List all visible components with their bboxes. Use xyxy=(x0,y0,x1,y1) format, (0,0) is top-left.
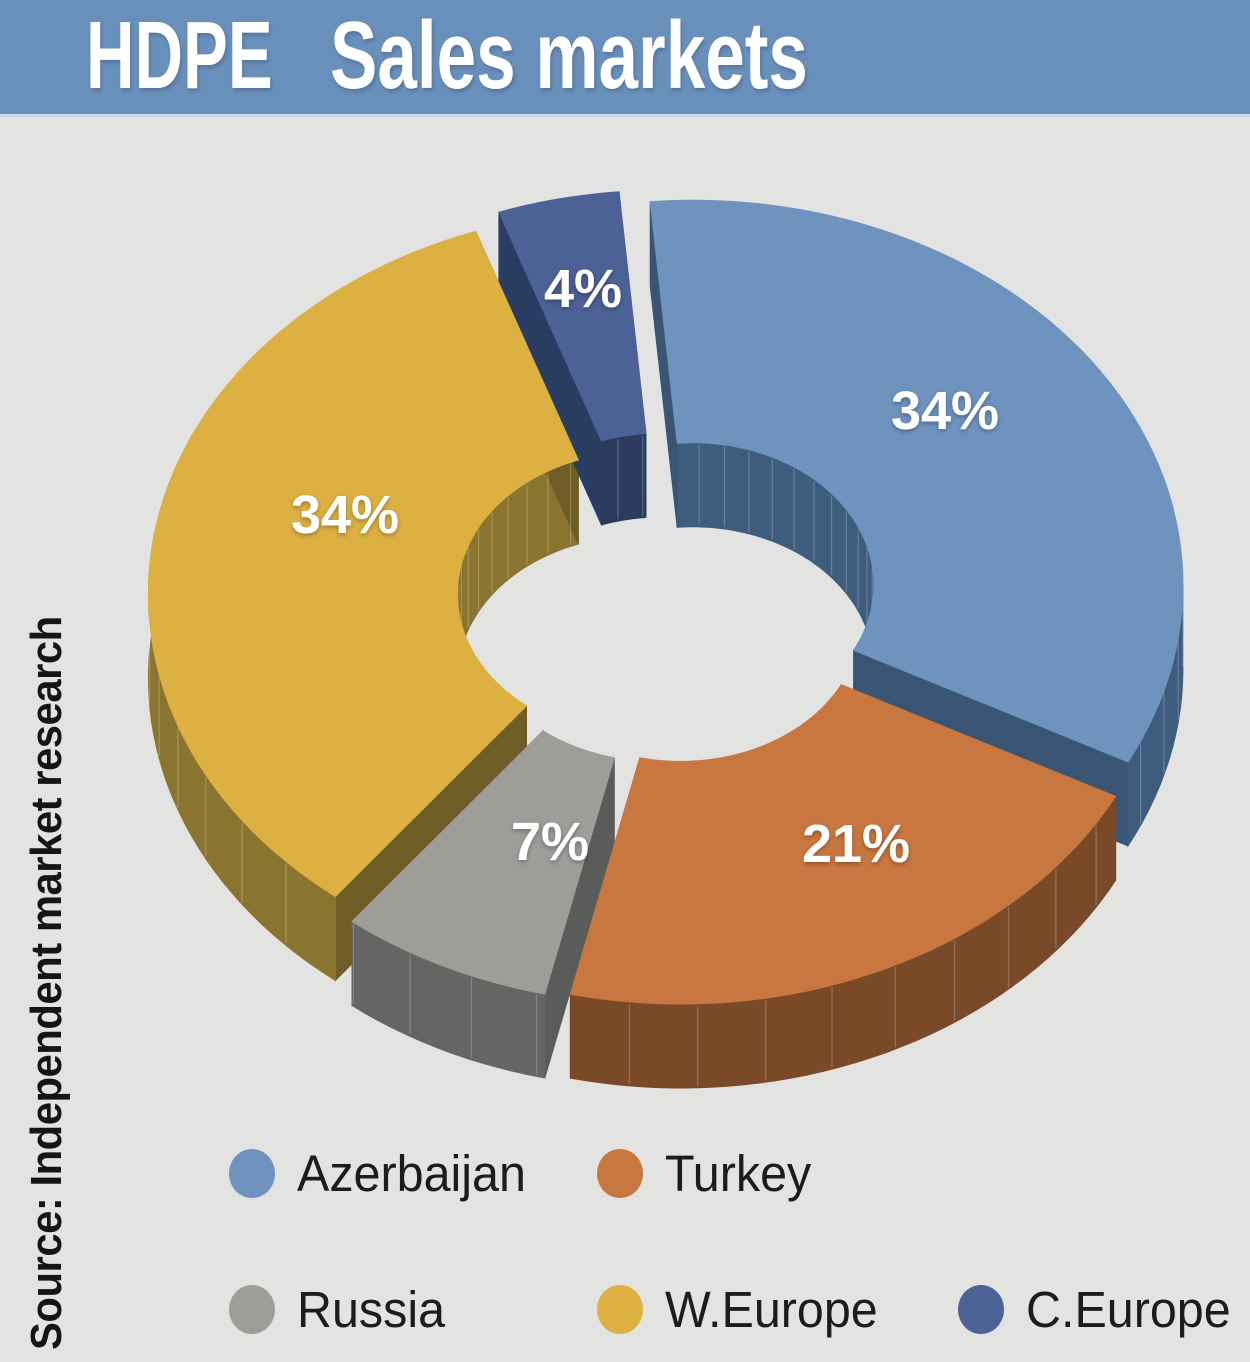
slice-w-europe xyxy=(147,230,579,898)
donut-outer-walls xyxy=(148,431,1184,1089)
slice-label-turkey: 21% xyxy=(802,814,910,874)
slice-label-azerbaijan: 34% xyxy=(891,381,999,441)
slice-label-russia: 7% xyxy=(511,812,589,872)
slice-turkey xyxy=(569,684,1117,1005)
donut-inner-walls xyxy=(456,432,875,691)
donut-percent-labels: 34% 21% 7% 34% 4% xyxy=(291,259,999,874)
slice-label-c-europe: 4% xyxy=(544,259,622,319)
page-title-product: HDPE xyxy=(86,2,273,109)
donut-wall-facet-lines xyxy=(149,435,1184,1086)
slice-azerbaijan xyxy=(649,199,1184,763)
page-title: Sales markets xyxy=(330,2,808,109)
header-bar: HDPE Sales markets xyxy=(0,0,1250,117)
slice-label-w-europe: 34% xyxy=(291,485,399,545)
source-note: Source: Independent market research xyxy=(22,616,71,1350)
donut-top-faces xyxy=(147,191,1184,1005)
slice-c-europe xyxy=(498,191,647,442)
slice-russia xyxy=(351,730,615,995)
